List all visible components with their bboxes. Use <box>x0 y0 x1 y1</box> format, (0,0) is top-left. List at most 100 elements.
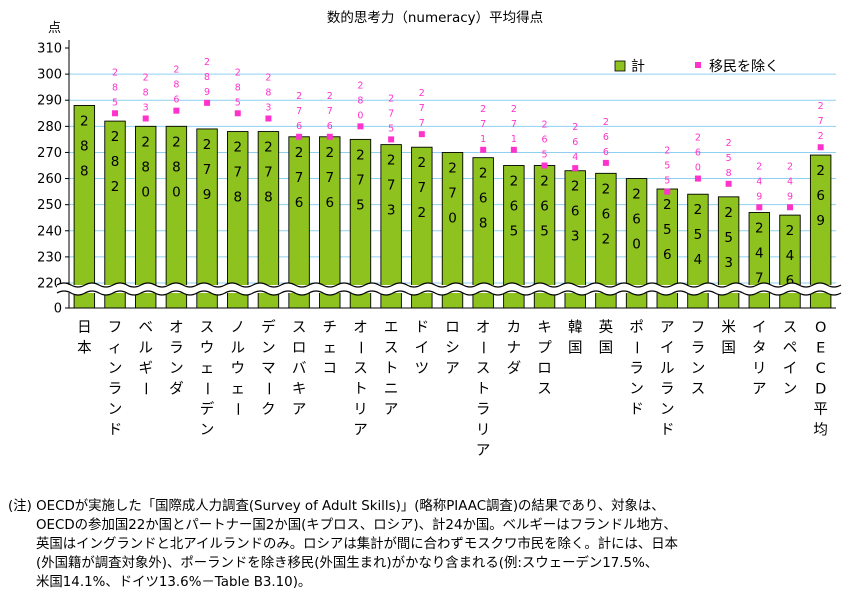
marker-value-digit: 3 <box>265 103 271 114</box>
marker-value-digit: 6 <box>542 135 548 146</box>
x-label-char: ン <box>783 382 798 398</box>
x-label-char: ド <box>108 423 123 439</box>
numeracy-bar-chart: 数的思考力（numeracy）平均得点 点 022023024025026027… <box>37 9 842 459</box>
x-label-char: 国 <box>721 341 736 357</box>
x-label-char: ン <box>261 341 276 357</box>
marker-value-digit: 5 <box>664 176 670 187</box>
marker-value-digit: 2 <box>726 138 732 149</box>
bar-value-digit: 2 <box>632 187 641 203</box>
y-tick-label: 300 <box>37 68 62 83</box>
marker-value-digit: 2 <box>204 57 210 68</box>
marker-value-digit: 2 <box>327 91 333 102</box>
marker <box>204 99 211 106</box>
marker-value-digit: 2 <box>756 161 762 172</box>
x-label-char: ペ <box>783 341 798 357</box>
bar <box>73 104 96 309</box>
bar-value-digit: 2 <box>724 205 733 221</box>
y-axis-ticks: 0 220 230 240 250 260 270 280 290 300 310 <box>37 42 69 317</box>
x-label-char: ー <box>351 340 367 355</box>
bar-value-digit: 3 <box>724 255 733 271</box>
bar-value-digit: 4 <box>694 252 703 268</box>
bar-value-digit: 2 <box>602 231 611 247</box>
x-label-char: ト <box>384 361 399 377</box>
x-label-char: ン <box>629 382 644 398</box>
x-label-char: 国 <box>599 341 614 357</box>
x-label-char: 均 <box>813 422 828 439</box>
legend-swatch-total <box>614 60 626 72</box>
legend-label-exclude: 移民を除く <box>709 59 779 75</box>
x-label-char: バ <box>292 361 307 377</box>
marker <box>357 123 364 130</box>
x-label-char: ラ <box>660 382 675 398</box>
footnote-line: OECDの参加国22か国とパートナー国2か国(キプロス、ロシア)、計24か国。ベ… <box>36 518 677 533</box>
bar-value-digit: 6 <box>479 191 488 207</box>
marker-value-digit: 7 <box>511 119 517 130</box>
bar <box>227 131 249 309</box>
marker-value-digit: 6 <box>173 95 179 106</box>
x-label-char: ル <box>138 341 153 357</box>
bar-value-digit: 2 <box>448 160 457 176</box>
bar-value-digit: 9 <box>816 213 825 229</box>
x-label-char: ェ <box>323 341 338 357</box>
marker-value-digit: 5 <box>542 150 548 161</box>
marker <box>602 159 609 166</box>
x-label-char: イ <box>415 341 430 357</box>
marker-value-digit: 2 <box>265 73 271 84</box>
marker-value-digit: 1 <box>480 134 486 145</box>
x-label-char: ラ <box>691 341 706 357</box>
bar-value-digit: 8 <box>479 216 488 232</box>
x-label-char: イ <box>660 341 675 357</box>
marker <box>326 133 333 140</box>
x-label-char: フ <box>691 320 706 336</box>
bar-value-digit: 2 <box>755 221 764 237</box>
bar-value-digit: 7 <box>295 170 304 186</box>
y-axis-label: 点 <box>48 21 61 36</box>
bar <box>196 128 218 309</box>
y-tick-label: 260 <box>37 172 62 187</box>
x-label-char: ン <box>200 423 215 439</box>
x-label-char: ェ <box>200 361 215 377</box>
marker <box>173 107 180 114</box>
marker-value-digit: 2 <box>818 131 824 142</box>
x-label-char: リ <box>353 402 368 418</box>
x-label-char: ベ <box>138 320 153 336</box>
marker-value-digit: 8 <box>173 80 179 91</box>
x-label-char: シ <box>445 341 460 357</box>
bar-value-digit: 0 <box>141 184 150 200</box>
bar-value-digit: 2 <box>786 223 795 239</box>
bar-value-digit: 7 <box>418 180 427 196</box>
marker-value-digit: 7 <box>327 106 333 117</box>
x-label-char: ル <box>660 361 675 377</box>
x-label-char: リ <box>476 423 491 439</box>
bar-value-digit: 5 <box>724 230 733 246</box>
x-label-char: ロ <box>292 341 307 357</box>
marker-value-digit: 8 <box>357 95 363 106</box>
x-label-char: ア <box>660 320 675 336</box>
x-label-char: ス <box>691 382 706 398</box>
legend: 計 移民を除く <box>614 59 779 75</box>
x-label-char: ス <box>476 361 491 377</box>
x-label-char: ー <box>198 381 214 396</box>
marker-value-digit: 2 <box>173 65 179 76</box>
x-label-char: ス <box>200 320 215 336</box>
x-label-char: プ <box>537 340 552 357</box>
bar-value-digit: 2 <box>111 129 120 145</box>
y-tick-label: 310 <box>37 42 62 57</box>
marker <box>664 188 671 195</box>
x-label-char: ロ <box>445 320 460 336</box>
marker-value-digit: 2 <box>818 101 824 112</box>
bar-value-digit: 6 <box>325 195 334 211</box>
y-tick-label: 280 <box>37 120 62 135</box>
x-label-char: ラ <box>169 341 184 357</box>
marker-value-digit: 2 <box>664 146 670 157</box>
bar-value-digit: 5 <box>510 224 519 240</box>
marker <box>265 115 272 122</box>
marker-value-digit: 2 <box>357 80 363 91</box>
marker-value-digit: 0 <box>695 163 701 174</box>
bar-value-digit: 2 <box>387 153 396 169</box>
x-label-char: 英 <box>599 318 614 336</box>
x-label-char: オ <box>476 320 491 336</box>
x-label-char: ツ <box>415 361 430 377</box>
x-label-char: ン <box>169 361 184 377</box>
bar-value-digit: 9 <box>203 187 212 203</box>
